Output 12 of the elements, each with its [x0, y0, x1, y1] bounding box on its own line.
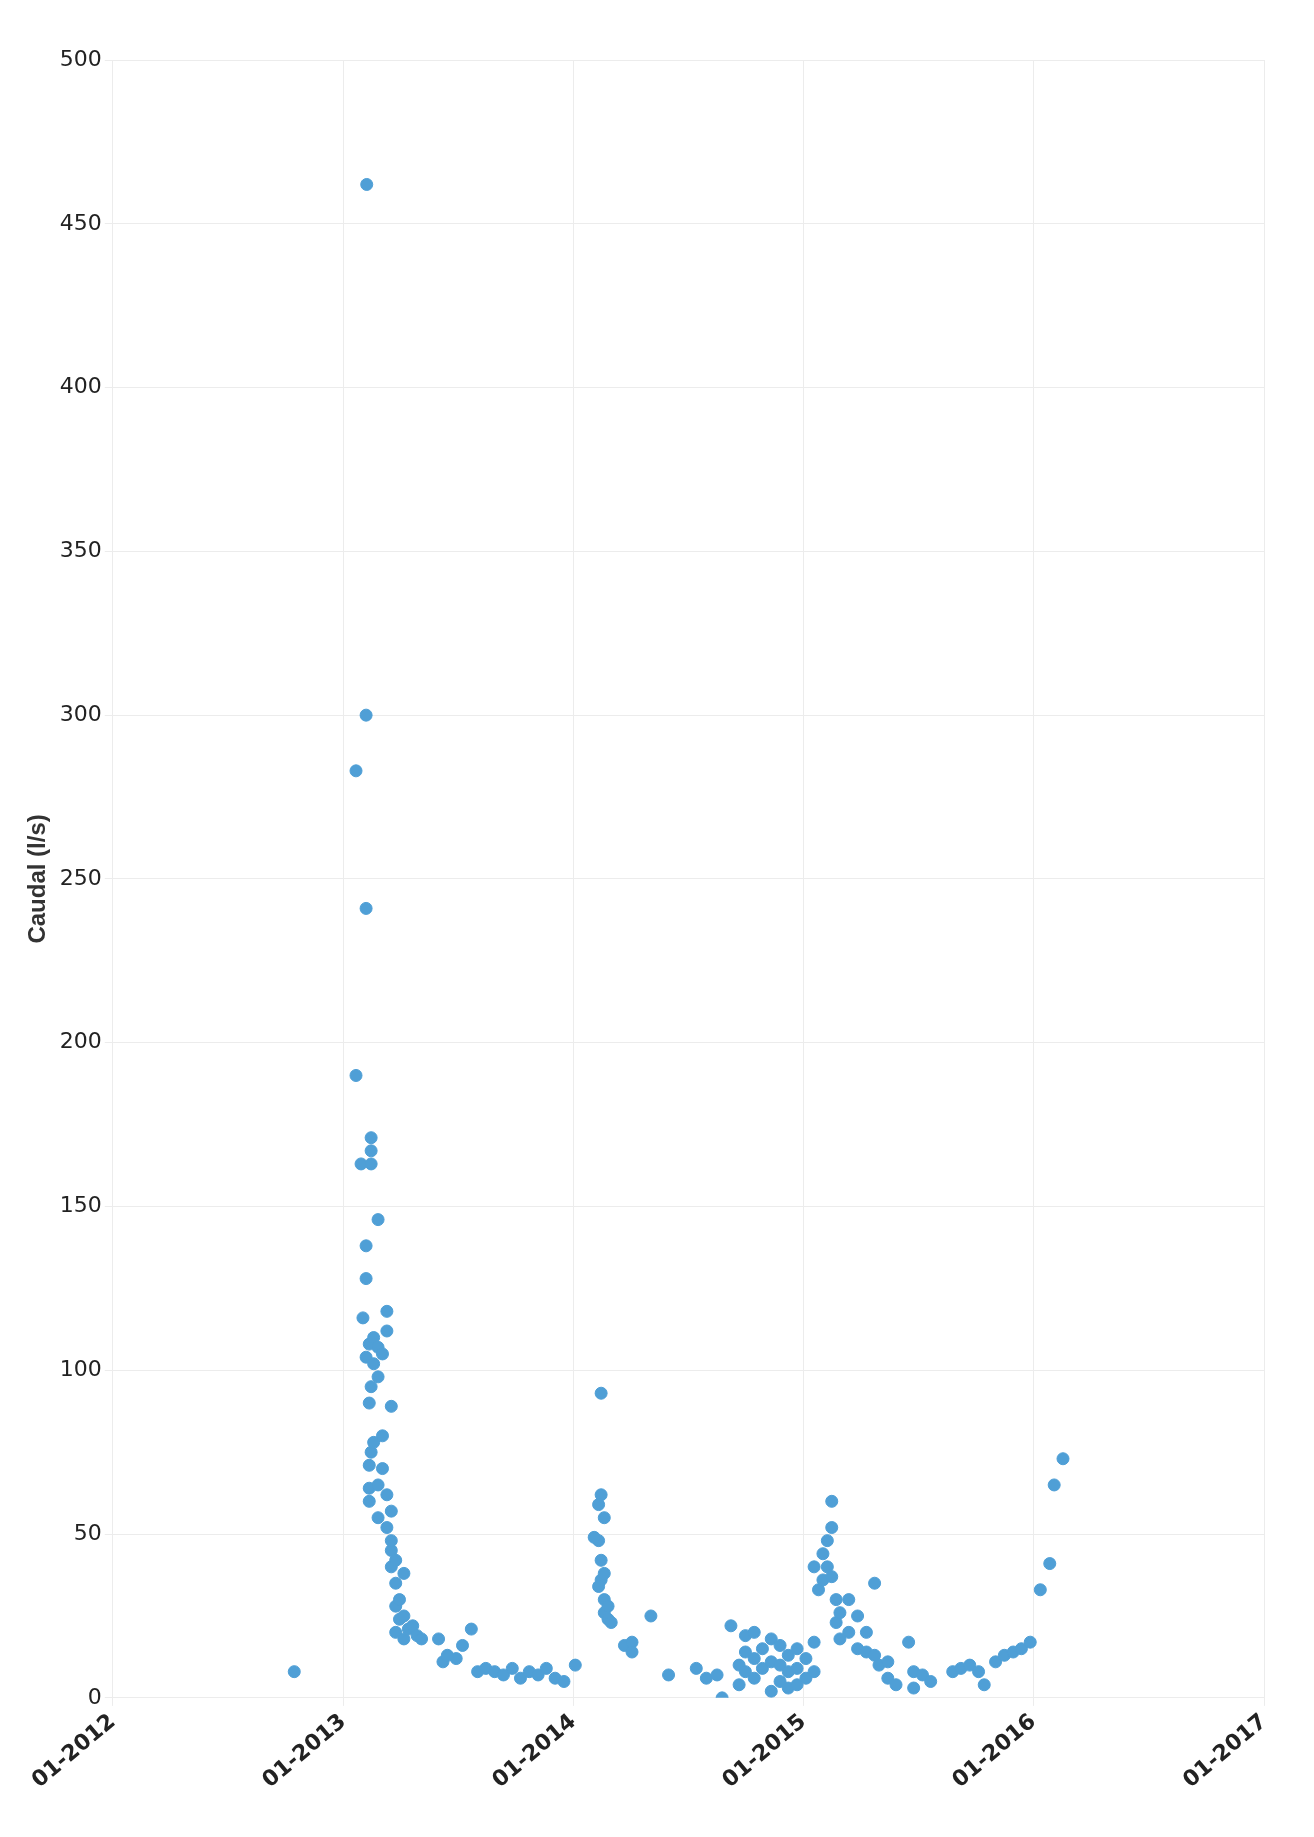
y-tick-label: 0	[87, 1683, 102, 1709]
y-tick-label: 50	[73, 1519, 102, 1545]
y-tick-label: 450	[59, 209, 102, 235]
y-tick-label: 300	[59, 700, 102, 726]
y-tick-label: 400	[59, 373, 102, 399]
y-tick-label: 100	[59, 1356, 102, 1382]
y-tick-label: 250	[59, 864, 102, 890]
y-tick-label: 150	[59, 1192, 102, 1218]
y-tick-label: 500	[59, 45, 102, 71]
y-axis-title: Caudal (l/s)	[23, 814, 51, 944]
y-tick-label: 200	[59, 1028, 102, 1054]
y-tick-label: 350	[59, 537, 102, 563]
